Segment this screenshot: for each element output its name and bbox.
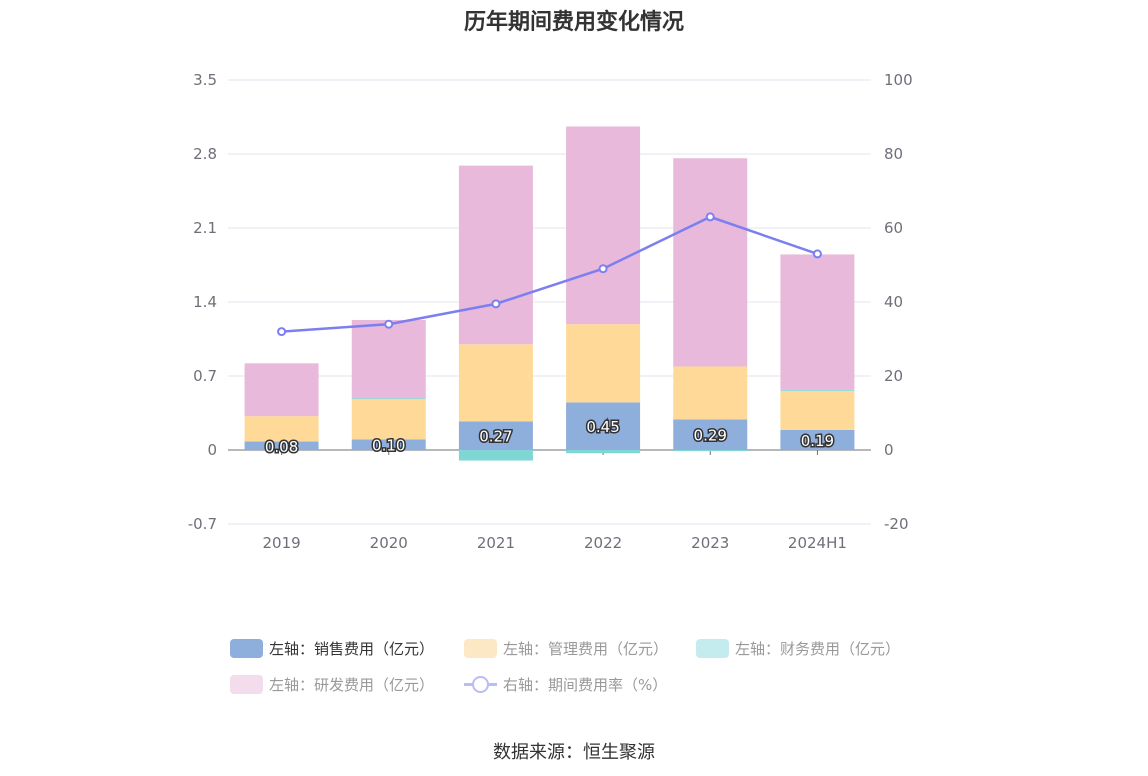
rate-point: [812, 249, 822, 259]
legend-item-sales[interactable]: 左轴：销售费用（亿元）: [230, 638, 434, 659]
data-labels: 0.08 0.10 0.27 0.45 0.29 0.19: [263, 417, 835, 458]
bar-segment: [566, 324, 641, 403]
bar-segment: [244, 363, 319, 417]
legend-item-rd[interactable]: 左轴：研发费用（亿元）: [230, 674, 434, 695]
rate-point: [277, 327, 287, 337]
x-tick-label: 2020: [370, 534, 408, 552]
y-left-tick: -0.7: [188, 515, 217, 533]
y-right-tick: 80: [884, 145, 903, 163]
grid: [228, 79, 871, 525]
x-tick-label: 2023: [691, 534, 729, 552]
y-right-tick: 0: [884, 441, 894, 459]
bar-segment: [673, 419, 748, 450]
bar-segment: [458, 165, 533, 345]
data-label: 0.45: [586, 418, 619, 436]
y-right-tick: 60: [884, 219, 903, 237]
legend-label-sales: 左轴：销售费用（亿元）: [269, 640, 435, 658]
bar-segment: [780, 429, 855, 450]
bar-segment: [244, 441, 319, 450]
y-right-tick: 40: [884, 293, 903, 311]
bar-segment: [780, 390, 855, 430]
y-left-tick: 0.7: [193, 367, 217, 385]
rate-point: [598, 264, 608, 274]
y-right-tick: 20: [884, 367, 903, 385]
bar-segment: [351, 439, 426, 450]
data-label: 0.29: [694, 427, 727, 445]
y-right-tick: 100: [884, 71, 913, 89]
x-tick-label: 2019: [262, 534, 300, 552]
x-axis: 2019 2020 2021 2022 2023 2024H1: [228, 449, 871, 552]
y-axis-right: 100 80 60 40 20 0 -20: [884, 71, 913, 533]
bar-segment: [351, 319, 426, 399]
x-tick-label: 2024H1: [788, 534, 847, 552]
bars: [244, 126, 855, 461]
bar-segment: [458, 344, 533, 422]
bar-segment: [566, 402, 641, 450]
bar-segment: [566, 126, 641, 325]
legend-label-rate: 右轴：期间费用率（%）: [503, 676, 668, 694]
chart-title: 历年期间费用变化情况: [463, 10, 684, 35]
bar-segment: [458, 450, 533, 461]
data-label: 0.08: [265, 438, 298, 456]
bar-segment: [566, 450, 641, 454]
legend-label-rd: 左轴：研发费用（亿元）: [269, 676, 435, 694]
rate-point: [384, 319, 394, 329]
bar-segment: [244, 416, 319, 442]
x-tick-label: 2021: [477, 534, 515, 552]
data-label: 0.27: [479, 428, 512, 446]
rate-point: [705, 212, 715, 222]
data-label: 0.19: [801, 432, 834, 450]
legend-swatch-admin: [464, 639, 497, 658]
bar-segment: [780, 389, 855, 391]
legend-label-admin: 左轴：管理费用（亿元）: [503, 640, 669, 658]
bar-segment: [673, 366, 748, 420]
bar-segment: [351, 398, 426, 400]
rate-line: [277, 212, 822, 337]
legend-label-finance: 左轴：财务费用（亿元）: [735, 640, 901, 658]
legend-item-finance[interactable]: 左轴：财务费用（亿元）: [696, 638, 900, 659]
y-left-tick: 0: [207, 441, 217, 459]
bar-segment: [673, 158, 748, 367]
data-label: 0.10: [372, 437, 405, 455]
y-axis-left: 3.5 2.8 2.1 1.4 0.7 0 -0.7: [188, 71, 217, 533]
legend-swatch-rd: [230, 675, 263, 694]
y-left-tick: 3.5: [193, 71, 217, 89]
rate-point: [491, 299, 501, 309]
source-note: 数据来源：恒生聚源: [493, 742, 655, 763]
y-left-tick: 1.4: [193, 293, 217, 311]
y-right-tick: -20: [884, 515, 909, 533]
chart-plot: 3.5 2.8 2.1 1.4 0.7 0 -0.7 100 80 60 40 20 0 -20 201…: [188, 71, 913, 552]
bar-segment: [351, 399, 426, 440]
bar-segment: [458, 421, 533, 450]
y-left-tick: 2.8: [193, 145, 217, 163]
legend-item-rate[interactable]: 右轴：期间费用率（%）: [464, 674, 667, 695]
bar-segment: [673, 450, 748, 452]
legend-swatch-finance: [696, 639, 729, 658]
legend-item-admin[interactable]: 左轴：管理费用（亿元）: [464, 638, 668, 659]
x-tick-label: 2022: [584, 534, 622, 552]
legend-swatch-sales: [230, 639, 263, 658]
legend-swatch-rate: [464, 675, 497, 694]
y-left-tick: 2.1: [193, 219, 217, 237]
rate-line-path: [281, 215, 818, 333]
bar-segment: [780, 254, 855, 390]
